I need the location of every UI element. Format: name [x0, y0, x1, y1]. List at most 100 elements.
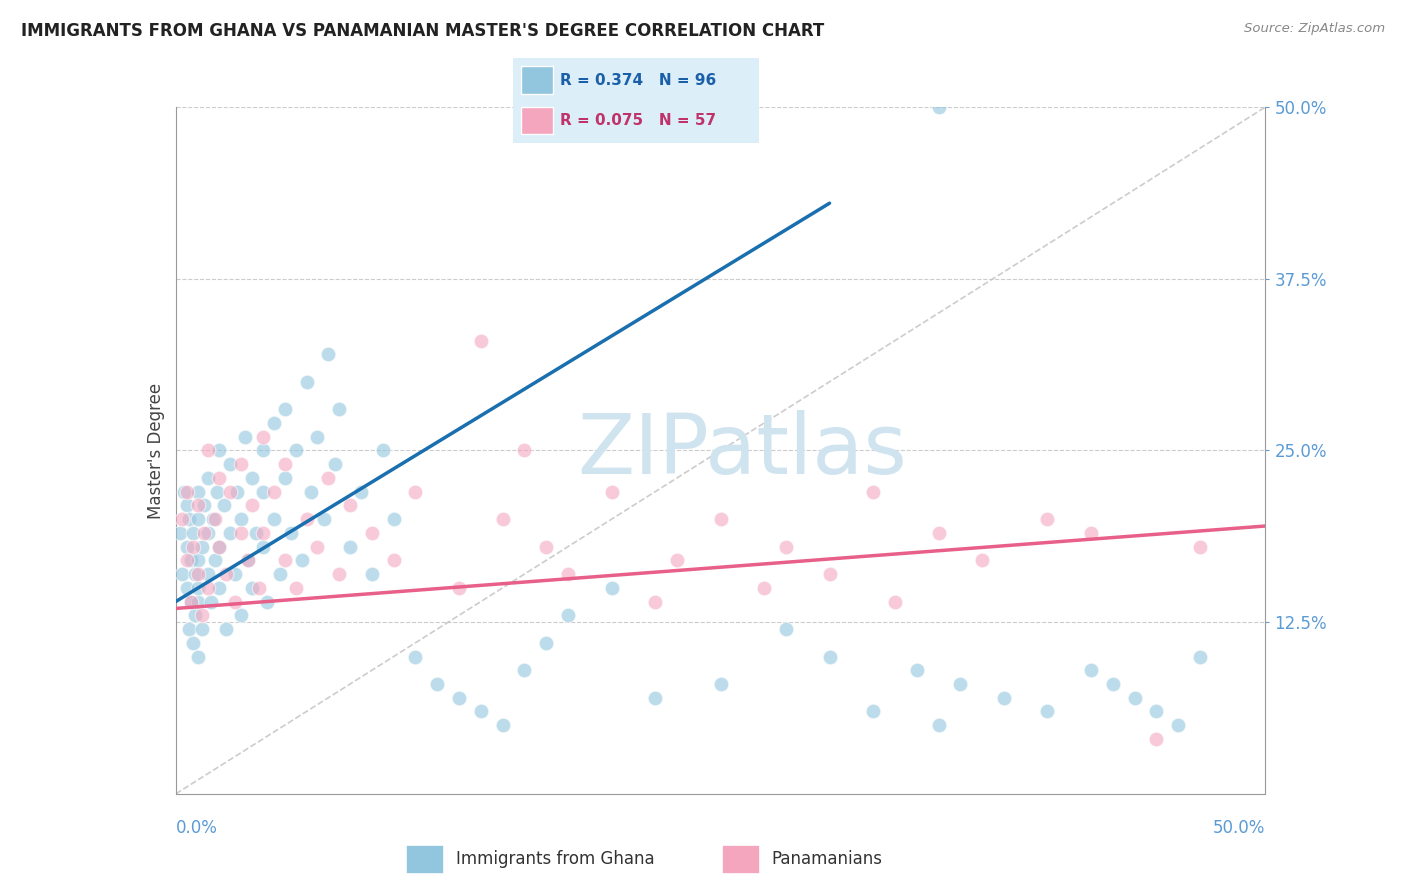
Point	[274, 457, 297, 471]
Bar	[520, 67, 553, 94]
Point	[176, 553, 198, 567]
Point	[208, 443, 231, 458]
Point	[236, 553, 259, 567]
Point	[405, 484, 427, 499]
Text: IMMIGRANTS FROM GHANA VS PANAMANIAN MASTER'S DEGREE CORRELATION CHART: IMMIGRANTS FROM GHANA VS PANAMANIAN MAST…	[21, 22, 824, 40]
Point	[204, 553, 226, 567]
Point	[323, 457, 346, 471]
Point	[928, 718, 950, 732]
Point	[256, 594, 278, 608]
Point	[252, 525, 274, 540]
Point	[350, 484, 373, 499]
Point	[204, 512, 226, 526]
Y-axis label: Master's Degree: Master's Degree	[146, 383, 165, 518]
Point	[1036, 512, 1059, 526]
Point	[1167, 718, 1189, 732]
Point	[252, 443, 274, 458]
Point	[884, 594, 907, 608]
Point	[928, 100, 950, 114]
Point	[312, 512, 335, 526]
Point	[225, 484, 247, 499]
Point	[184, 608, 207, 623]
Point	[201, 512, 224, 526]
Point	[176, 581, 198, 595]
Point	[180, 594, 202, 608]
Point	[295, 512, 318, 526]
Bar	[406, 845, 443, 872]
Point	[328, 567, 350, 582]
Point	[263, 484, 285, 499]
Point	[754, 581, 776, 595]
Point	[219, 484, 242, 499]
Point	[252, 540, 274, 554]
Point	[184, 567, 207, 582]
Point	[191, 622, 214, 636]
Point	[240, 581, 263, 595]
Point	[219, 525, 242, 540]
Point	[1036, 705, 1059, 719]
Point	[245, 525, 267, 540]
Text: Immigrants from Ghana: Immigrants from Ghana	[456, 849, 654, 868]
Point	[492, 512, 515, 526]
Point	[186, 649, 209, 664]
Point	[181, 525, 204, 540]
Point	[186, 484, 209, 499]
Point	[1080, 525, 1102, 540]
Point	[247, 581, 270, 595]
Point	[1144, 731, 1167, 746]
Point	[1080, 663, 1102, 677]
Point	[173, 484, 195, 499]
Point	[224, 594, 246, 608]
Bar	[520, 107, 553, 134]
Bar	[721, 845, 759, 872]
Point	[818, 649, 841, 664]
Point	[360, 525, 382, 540]
Point	[1144, 705, 1167, 719]
Point	[274, 553, 297, 567]
Point	[905, 663, 928, 677]
Point	[172, 567, 194, 582]
Point	[1102, 677, 1125, 691]
Point	[862, 705, 884, 719]
Point	[172, 512, 194, 526]
Point	[534, 636, 557, 650]
Point	[263, 512, 285, 526]
Point	[180, 594, 202, 608]
Point	[318, 471, 340, 485]
Point	[231, 525, 253, 540]
Point	[197, 471, 219, 485]
Point	[197, 443, 219, 458]
Point	[186, 594, 209, 608]
Point	[284, 581, 307, 595]
Point	[180, 553, 202, 567]
Point	[513, 663, 536, 677]
Point	[205, 484, 228, 499]
Point	[191, 608, 214, 623]
Point	[208, 581, 231, 595]
Point	[426, 677, 449, 691]
Point	[928, 525, 950, 540]
Point	[191, 540, 214, 554]
Text: 50.0%: 50.0%	[1213, 819, 1265, 837]
Point	[252, 484, 274, 499]
Point	[1189, 649, 1212, 664]
Point	[600, 581, 623, 595]
Point	[339, 499, 361, 513]
Point	[231, 608, 253, 623]
Point	[208, 540, 231, 554]
Point	[557, 608, 579, 623]
Point	[710, 677, 733, 691]
Point	[666, 553, 689, 567]
Point	[186, 553, 209, 567]
Point	[224, 567, 246, 582]
Point	[818, 567, 841, 582]
Point	[291, 553, 314, 567]
Point	[447, 690, 470, 705]
Point	[208, 540, 231, 554]
Point	[240, 471, 263, 485]
Text: 0.0%: 0.0%	[176, 819, 218, 837]
Point	[328, 402, 350, 417]
Point	[405, 649, 427, 664]
Point	[263, 416, 285, 430]
Point	[208, 471, 231, 485]
